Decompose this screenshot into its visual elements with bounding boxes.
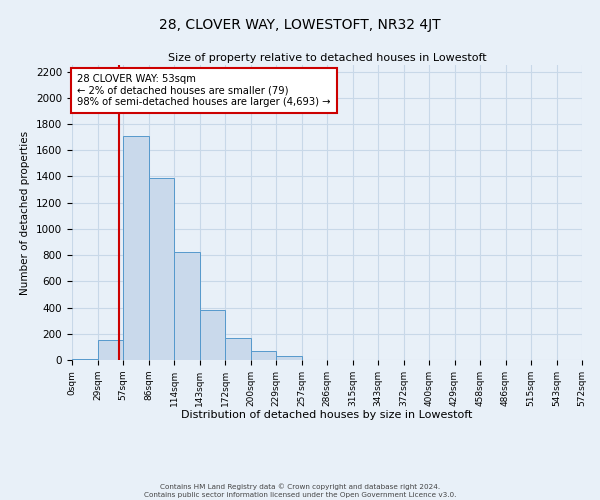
Bar [72,358,97,360]
Bar [123,136,149,360]
Text: Contains HM Land Registry data © Crown copyright and database right 2024.
Contai: Contains HM Land Registry data © Crown c… [144,484,456,498]
Bar [199,310,225,360]
Title: Size of property relative to detached houses in Lowestoft: Size of property relative to detached ho… [167,53,487,63]
X-axis label: Distribution of detached houses by size in Lowestoft: Distribution of detached houses by size … [181,410,473,420]
Bar [149,178,174,360]
Text: 28, CLOVER WAY, LOWESTOFT, NR32 4JT: 28, CLOVER WAY, LOWESTOFT, NR32 4JT [159,18,441,32]
Bar [251,351,276,360]
Text: 28 CLOVER WAY: 53sqm
← 2% of detached houses are smaller (79)
98% of semi-detach: 28 CLOVER WAY: 53sqm ← 2% of detached ho… [77,74,331,107]
Bar [174,252,199,360]
Bar [276,356,302,360]
Y-axis label: Number of detached properties: Number of detached properties [20,130,31,294]
Bar [97,340,123,360]
Bar [225,338,251,360]
